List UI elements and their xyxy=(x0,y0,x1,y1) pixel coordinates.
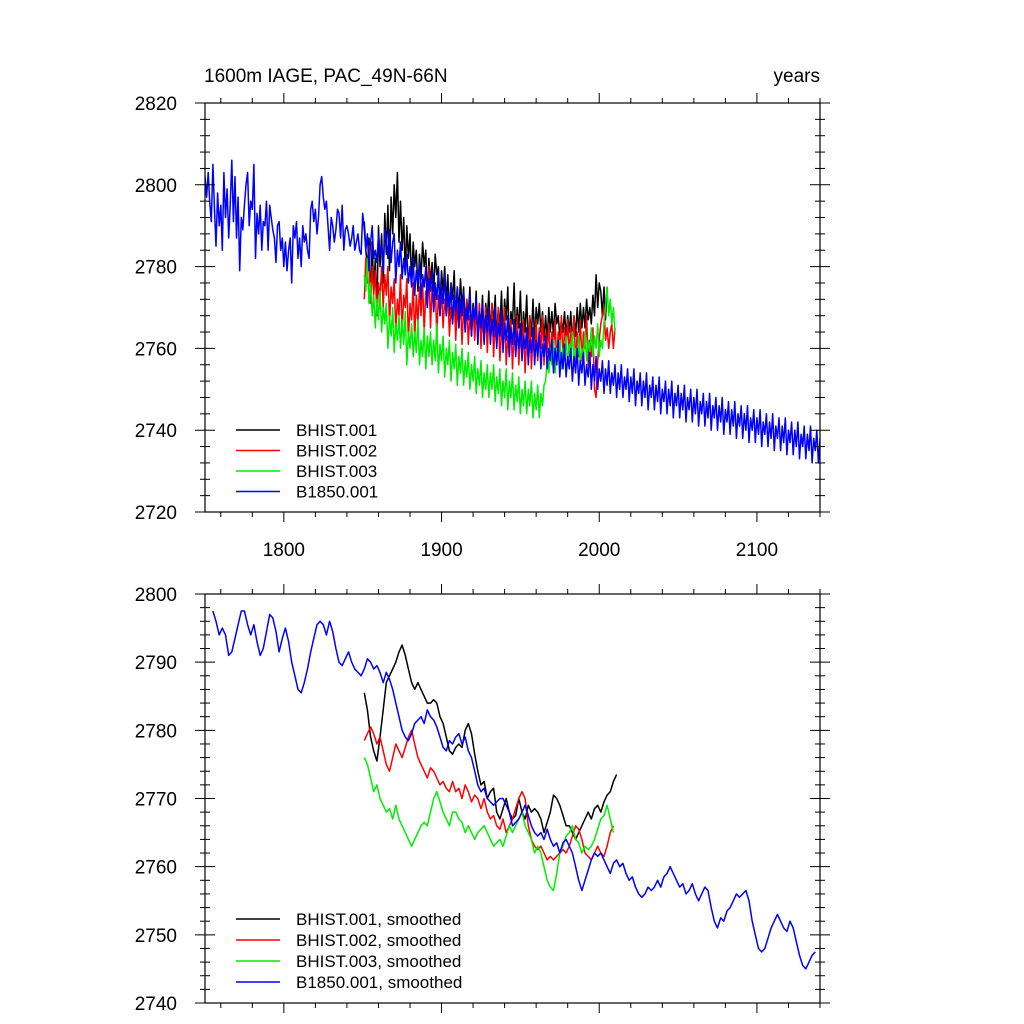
bottom-y-tick-label: 2770 xyxy=(135,790,177,811)
top-legend-label-bhist-001: BHIST.001 xyxy=(296,421,377,440)
bottom-y-tick-label: 2760 xyxy=(135,858,177,879)
bottom-series-bhist-001-smoothed xyxy=(363,644,618,841)
top-x-tick-label: 1800 xyxy=(263,540,305,561)
top-y-tick-label: 2800 xyxy=(135,176,177,197)
bottom-series-bhist-003-smoothed xyxy=(363,757,615,892)
bottom-legend-label-bhist-002-smoothed: BHIST.002, smoothed xyxy=(296,931,461,950)
bottom-series-bhist-002-smoothed xyxy=(363,726,615,861)
top-y-tick-label: 2720 xyxy=(135,503,177,524)
top-panel: 1600m IAGE, PAC_49N-66N years 1800 1900 20… xyxy=(135,66,830,561)
top-y-tick-label: 2740 xyxy=(135,421,177,442)
bottom-y-tick-label: 2750 xyxy=(135,926,177,947)
top-y-tick-label: 2760 xyxy=(135,339,177,360)
top-x-tick-label: 2000 xyxy=(578,540,620,561)
bottom-panel: 2740 2750 2760 2770 2780 2790 2800 BHIST.001, s… xyxy=(135,584,830,1015)
top-plot-frame xyxy=(204,102,821,513)
top-legend-label-bhist-002: BHIST.002 xyxy=(296,442,377,461)
top-x-tick-label: 1900 xyxy=(420,540,462,561)
bottom-legend-label-bhist-001-smoothed: BHIST.001, smoothed xyxy=(296,910,461,929)
top-series-b1850-001 xyxy=(205,159,820,464)
top-legend-label-b1850-001: B1850.001 xyxy=(296,483,378,502)
top-panel-title: 1600m IAGE, PAC_49N-66N xyxy=(204,66,448,87)
bottom-y-tick-label: 2790 xyxy=(135,653,177,674)
bottom-y-tick-label: 2780 xyxy=(135,721,177,742)
top-y-tick-label: 2820 xyxy=(135,94,177,115)
bottom-series-b1850-001-smoothed xyxy=(212,610,816,970)
top-x-tick-label: 2100 xyxy=(736,540,778,561)
bottom-legend-label-b1850-001-smoothed: B1850.001, smoothed xyxy=(296,973,462,992)
top-y-tick-label: 2780 xyxy=(135,258,177,279)
bottom-legend-label-bhist-003-smoothed: BHIST.003, smoothed xyxy=(296,952,461,971)
top-series-bhist-003 xyxy=(363,257,616,419)
bottom-y-tick-label: 2740 xyxy=(135,994,177,1015)
top-legend-label-bhist-003: BHIST.003 xyxy=(296,462,377,481)
top-panel-units: years xyxy=(774,66,820,87)
bottom-y-tick-label: 2800 xyxy=(135,585,177,606)
